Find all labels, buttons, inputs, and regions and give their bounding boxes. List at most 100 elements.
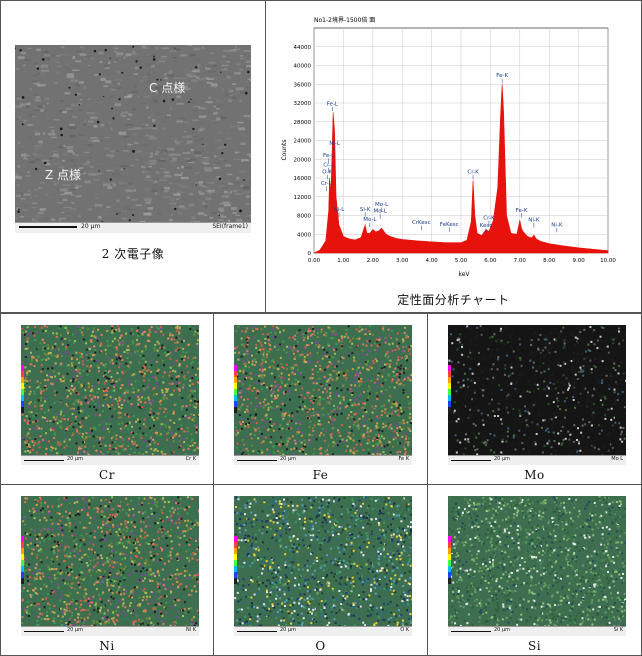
sem-image: C 点様 Z 点様 20 µm SEI(frame1): [15, 45, 251, 233]
map-info-bar: 20 µm Fe K: [234, 455, 412, 465]
x-tick-label: 6.00: [484, 258, 497, 264]
element-map-texture: [21, 496, 199, 636]
peak-label: Si-K: [360, 207, 371, 213]
element-map-caption: Ni: [99, 639, 115, 653]
scale-bar-label: 20 µm: [494, 456, 511, 462]
peak-label: Cr-K: [483, 215, 495, 221]
element-map-texture: [448, 325, 626, 465]
x-axis-label: keV: [458, 271, 470, 278]
sem-caption: 2 次電子像: [101, 247, 165, 261]
sem-texture: [15, 45, 251, 233]
x-tick-label: 4.00: [425, 258, 438, 264]
x-tick-label: 0.00: [308, 258, 321, 264]
element-map-caption: Mo: [524, 468, 545, 482]
peak-label: Ni-K: [551, 222, 563, 228]
element-map-cell-cr: 20 µm Cr K Cr: [0, 313, 214, 485]
map-info-bar: 20 µm Cr K: [21, 455, 199, 465]
peak-label: Fe-K: [516, 208, 528, 214]
y-tick-label: 36000: [294, 82, 312, 88]
y-tick-label: 24000: [294, 139, 312, 145]
y-tick-label: 8000: [297, 214, 311, 220]
scale-bar-label: 20 µm: [280, 627, 297, 633]
x-tick-label: 8.00: [543, 258, 556, 264]
peak-label: Cr-K: [467, 169, 479, 175]
scale-bar-label: 20 µm: [81, 223, 101, 230]
scale-bar-label: 20 µm: [67, 627, 84, 633]
element-map-cell-fe: 20 µm Fe K Fe: [213, 313, 428, 485]
map-element-tag: Si K: [613, 627, 623, 633]
element-map-caption: Fe: [312, 468, 329, 482]
peak-label: Cr-L: [323, 162, 335, 168]
scale-bar: [24, 631, 64, 632]
element-map-image: 20 µm Mo L: [448, 325, 626, 465]
y-tick-label: 0: [308, 251, 312, 257]
peak-label: Mo-L: [375, 202, 389, 208]
element-map-image: 20 µm Ni K: [21, 496, 199, 636]
map-element-tag: Cr K: [185, 456, 196, 462]
x-tick-label: 5.00: [455, 258, 468, 264]
element-map-image: 20 µm Cr K: [21, 325, 199, 465]
scale-bar: [24, 460, 64, 461]
map-info-bar: 20 µm Si K: [448, 626, 626, 636]
map-info-bar: 20 µm O K: [234, 626, 412, 636]
map-element-tag: Ni K: [186, 627, 196, 633]
y-tick-label: 16000: [294, 176, 312, 182]
spectrum-series: [313, 84, 609, 254]
element-map-caption: Si: [527, 639, 542, 653]
peak-label: Mo-L: [374, 209, 388, 215]
scale-bar-label: 20 µm: [280, 456, 297, 462]
x-tick-label: 2.00: [367, 258, 380, 264]
frame-label: SEI(frame1): [212, 223, 248, 230]
map-element-tag: O K: [400, 627, 409, 633]
peak-label: Fe-L: [323, 153, 335, 159]
x-tick-label: 1.00: [337, 258, 350, 264]
sem-panel: C 点様 Z 点様 20 µm SEI(frame1) 2 次電子像: [0, 0, 266, 313]
element-map-cell-ni: 20 µm Ni K Ni: [0, 484, 214, 656]
point-z-label: Z 点様: [45, 168, 82, 182]
x-tick-label: 3.00: [396, 258, 409, 264]
y-tick-label: 28000: [294, 120, 312, 126]
scale-bar: [237, 460, 277, 461]
peak-label: Ni-K: [528, 218, 540, 224]
element-map-texture: [448, 496, 626, 636]
scale-bar: [19, 226, 77, 228]
y-tick-label: 20000: [294, 157, 312, 163]
map-info-bar: 20 µm Mo L: [448, 455, 626, 465]
sem-info-bar: 20 µm SEI(frame1): [15, 222, 251, 233]
peak-label: Cr-L: [321, 181, 333, 187]
eds-spectrum-chart: No1-2境界-1500倍 面 Counts keV 0 4000 8000 1200…: [281, 16, 616, 278]
scale-bar-label: 20 µm: [494, 627, 511, 633]
element-map-cell-o: 20 µm O K O: [213, 484, 428, 656]
x-tick-label: 10.00: [600, 258, 616, 264]
y-tick-label: 12000: [294, 195, 312, 201]
chart-caption: 定性面分析チャート: [397, 293, 510, 307]
y-tick-label: 44000: [294, 45, 312, 51]
point-c-label: C 点様: [149, 81, 186, 95]
y-tick-label: 4000: [297, 232, 311, 238]
element-map-caption: Cr: [99, 468, 115, 482]
peak-label: Ni-L: [334, 207, 346, 213]
peak-label: Fe-L: [327, 101, 339, 107]
peak-label: FeKesc: [440, 222, 459, 228]
peak-label: Fe-K: [496, 73, 508, 79]
peak-label: Mo-L: [363, 217, 377, 223]
map-element-tag: Mo L: [611, 456, 623, 462]
element-map-texture: [21, 325, 199, 465]
peak-label: O-K: [322, 169, 332, 175]
y-axis-label: Counts: [281, 140, 288, 161]
scale-bar: [237, 631, 277, 632]
peak-label: CrKesc: [412, 220, 431, 226]
element-map-image: 20 µm O K: [234, 496, 412, 636]
element-map-image: 20 µm Fe K: [234, 325, 412, 465]
x-tick-label: 7.00: [514, 258, 527, 264]
map-element-tag: Fe K: [398, 456, 409, 462]
element-map-image: 20 µm Si K: [448, 496, 626, 636]
element-map-cell-si: 20 µm Si K Si: [427, 484, 642, 656]
element-map-texture: [234, 496, 412, 636]
scale-bar: [451, 631, 491, 632]
x-tick-label: 9.00: [572, 258, 585, 264]
y-tick-label: 32000: [294, 101, 312, 107]
scale-bar: [451, 460, 491, 461]
peak-label: Ni-L: [329, 141, 341, 147]
element-map-texture: [234, 325, 412, 465]
